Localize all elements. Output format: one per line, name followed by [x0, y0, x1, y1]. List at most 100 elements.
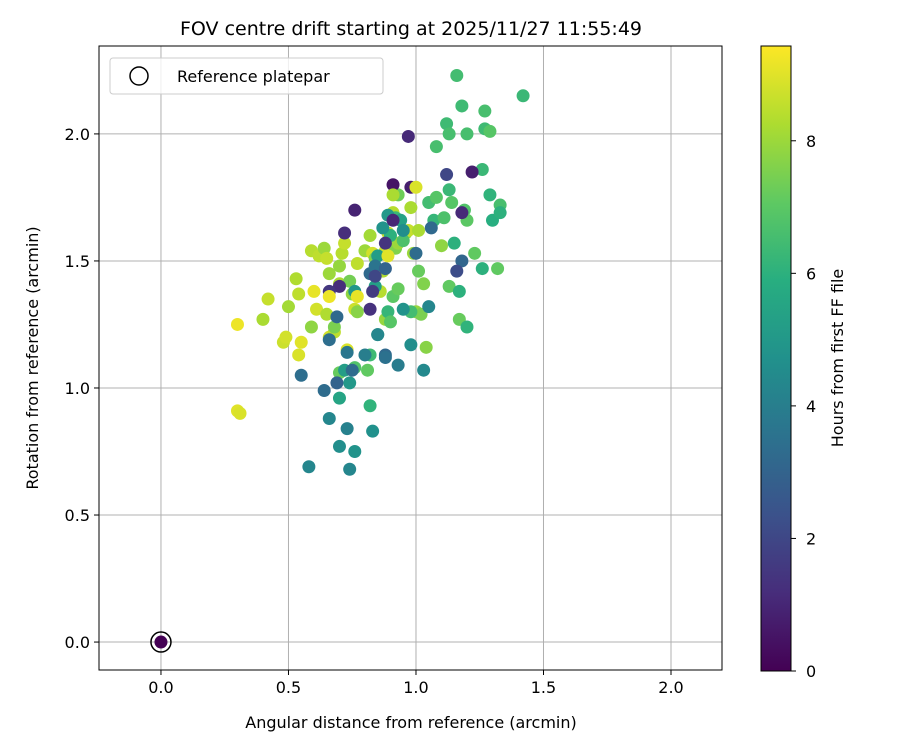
data-point — [455, 254, 469, 268]
data-point — [343, 274, 357, 288]
legend: Reference platepar — [109, 57, 384, 95]
data-point — [350, 256, 364, 270]
data-point — [256, 312, 270, 326]
colorbar-tick-label: 6 — [806, 264, 816, 283]
data-point — [366, 284, 380, 298]
colorbar-tick-label: 8 — [806, 132, 816, 151]
data-point — [332, 259, 346, 273]
data-point — [460, 127, 474, 141]
data-point — [442, 127, 456, 141]
data-point — [434, 239, 448, 253]
data-point — [289, 272, 303, 286]
data-point — [483, 188, 497, 202]
data-points — [150, 68, 530, 653]
data-point — [261, 292, 275, 306]
data-point — [381, 249, 395, 263]
data-point — [320, 251, 334, 265]
data-point — [343, 462, 357, 476]
data-point — [350, 290, 364, 304]
data-point — [338, 226, 352, 240]
data-point — [424, 221, 438, 235]
data-point — [437, 211, 451, 225]
data-point — [340, 345, 354, 359]
data-point — [322, 290, 336, 304]
data-point — [340, 422, 354, 436]
data-point — [317, 241, 331, 255]
data-point — [450, 68, 464, 82]
data-point — [440, 168, 454, 182]
data-point — [350, 305, 364, 319]
data-point — [322, 411, 336, 425]
data-point — [378, 262, 392, 276]
y-tick-label: 2.0 — [65, 125, 90, 144]
legend-marker-reference — [129, 66, 149, 86]
data-point — [455, 206, 469, 220]
data-point — [475, 162, 489, 176]
data-point — [343, 376, 357, 390]
data-point — [391, 358, 405, 372]
y-tick-label: 0.5 — [65, 506, 90, 525]
data-point — [468, 246, 482, 260]
colorbar-tick-label: 2 — [806, 529, 816, 548]
data-point — [330, 376, 344, 390]
data-point — [447, 236, 461, 250]
data-point — [348, 203, 362, 217]
data-point — [307, 284, 321, 298]
data-point — [516, 89, 530, 103]
colorbar-tick-label: 4 — [806, 397, 816, 416]
data-point — [371, 328, 385, 342]
data-point — [386, 213, 400, 227]
data-point — [361, 363, 375, 377]
data-point — [383, 315, 397, 329]
data-point — [281, 300, 295, 314]
data-point — [381, 305, 395, 319]
data-point — [332, 439, 346, 453]
x-tick-label: 0.0 — [148, 678, 173, 697]
data-point — [409, 246, 423, 260]
data-point — [368, 269, 382, 283]
data-point — [363, 229, 377, 243]
data-point — [332, 279, 346, 293]
data-point — [371, 249, 385, 263]
data-point — [450, 264, 464, 278]
data-point — [386, 188, 400, 202]
data-point — [396, 223, 410, 237]
data-point — [304, 320, 318, 334]
data-point — [417, 277, 431, 291]
data-point — [412, 223, 426, 237]
data-point — [378, 236, 392, 250]
data-point — [409, 180, 423, 194]
data-point — [475, 262, 489, 276]
data-point — [455, 99, 469, 113]
data-point — [386, 178, 400, 192]
data-point — [417, 363, 431, 377]
data-point — [493, 206, 507, 220]
data-point — [419, 340, 433, 354]
colorbar-tick-label: 0 — [806, 662, 816, 681]
data-point — [460, 320, 474, 334]
x-tick-label: 1.5 — [531, 678, 556, 697]
x-tick-label: 0.5 — [276, 678, 301, 697]
legend-label-reference: Reference platepar — [177, 67, 330, 86]
data-point — [320, 307, 334, 321]
y-tick-label: 0.0 — [65, 633, 90, 652]
data-point — [294, 368, 308, 382]
data-point — [366, 424, 380, 438]
plot-frame — [98, 45, 723, 671]
data-point — [322, 333, 336, 347]
colorbar: 0 2 4 6 8 Hours from first FF file — [760, 45, 847, 681]
data-point — [376, 221, 390, 235]
reference-marker-ring — [150, 631, 172, 653]
colorbar-ticks: 0 2 4 6 8 — [791, 132, 816, 681]
data-point — [348, 444, 362, 458]
data-point — [483, 124, 497, 138]
data-point — [332, 391, 346, 405]
colorbar-label: Hours from first FF file — [828, 269, 847, 448]
grid — [99, 46, 722, 670]
data-point — [279, 330, 293, 344]
y-axis-ticks: 0.0 0.5 1.0 1.5 2.0 — [65, 125, 99, 652]
data-point — [391, 282, 405, 296]
data-point — [338, 236, 352, 250]
data-point — [363, 302, 377, 316]
